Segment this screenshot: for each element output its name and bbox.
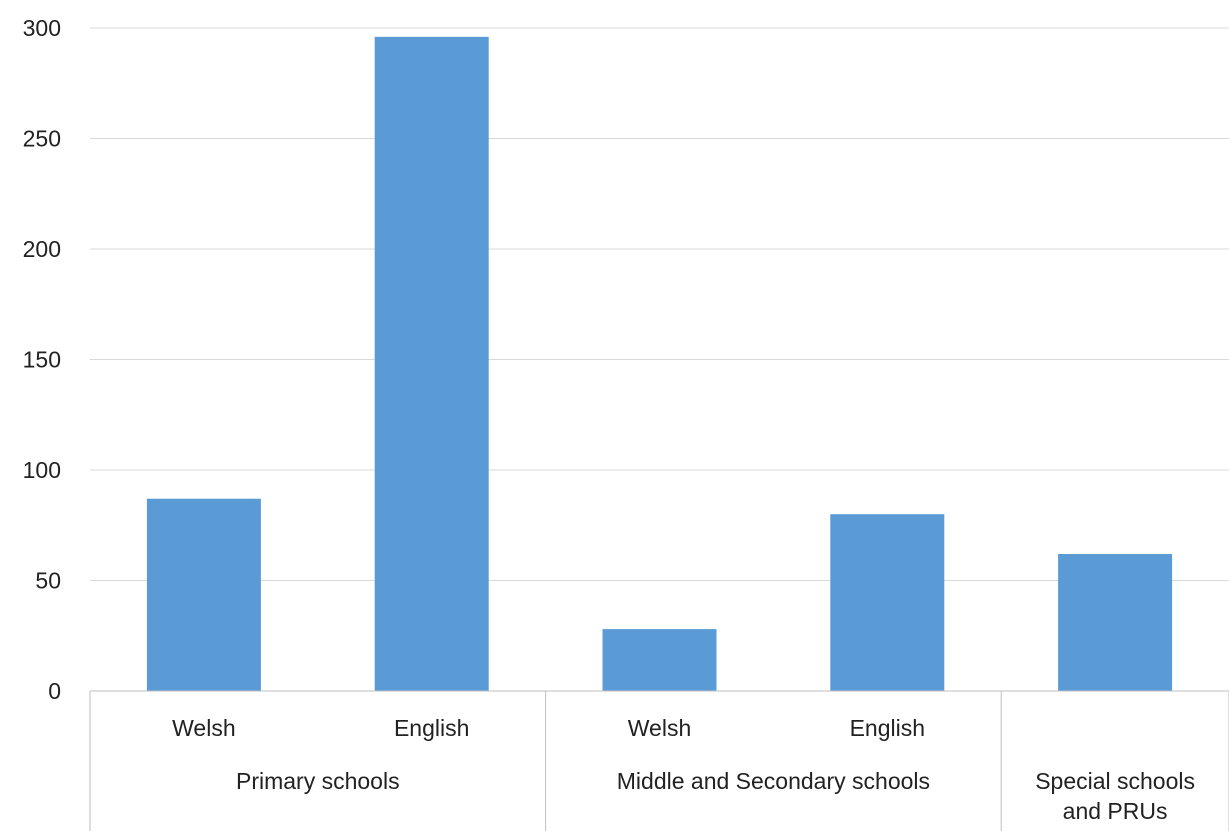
- bar: [146, 498, 261, 691]
- y-tick-label: 50: [35, 568, 61, 594]
- category-labels: Welsh English Welsh English: [172, 715, 925, 741]
- x-axis: [89, 690, 1229, 831]
- category-label: Welsh: [628, 715, 692, 741]
- bar: [830, 514, 945, 691]
- bar: [1058, 553, 1173, 691]
- bars: [146, 36, 1173, 691]
- y-tick-label: 0: [48, 678, 61, 704]
- bar: [602, 629, 717, 691]
- category-label: English: [850, 715, 925, 741]
- group-labels: Primary schools Middle and Secondary scho…: [236, 768, 1195, 824]
- category-label: English: [394, 715, 469, 741]
- y-tick-label: 250: [23, 126, 61, 152]
- y-tick-label: 150: [23, 347, 61, 373]
- y-tick-label: 100: [23, 457, 61, 483]
- group-label: Middle and Secondary schools: [617, 768, 930, 794]
- group-label: Primary schools: [236, 768, 400, 794]
- gridlines: [90, 27, 1229, 581]
- category-label: Welsh: [172, 715, 236, 741]
- y-tick-label: 200: [23, 236, 61, 262]
- y-axis-ticks: 0 50 100 150 200 250 300: [23, 15, 61, 704]
- bar: [374, 36, 489, 691]
- group-label: Special schools and PRUs: [1035, 768, 1195, 824]
- y-tick-label: 300: [23, 15, 61, 41]
